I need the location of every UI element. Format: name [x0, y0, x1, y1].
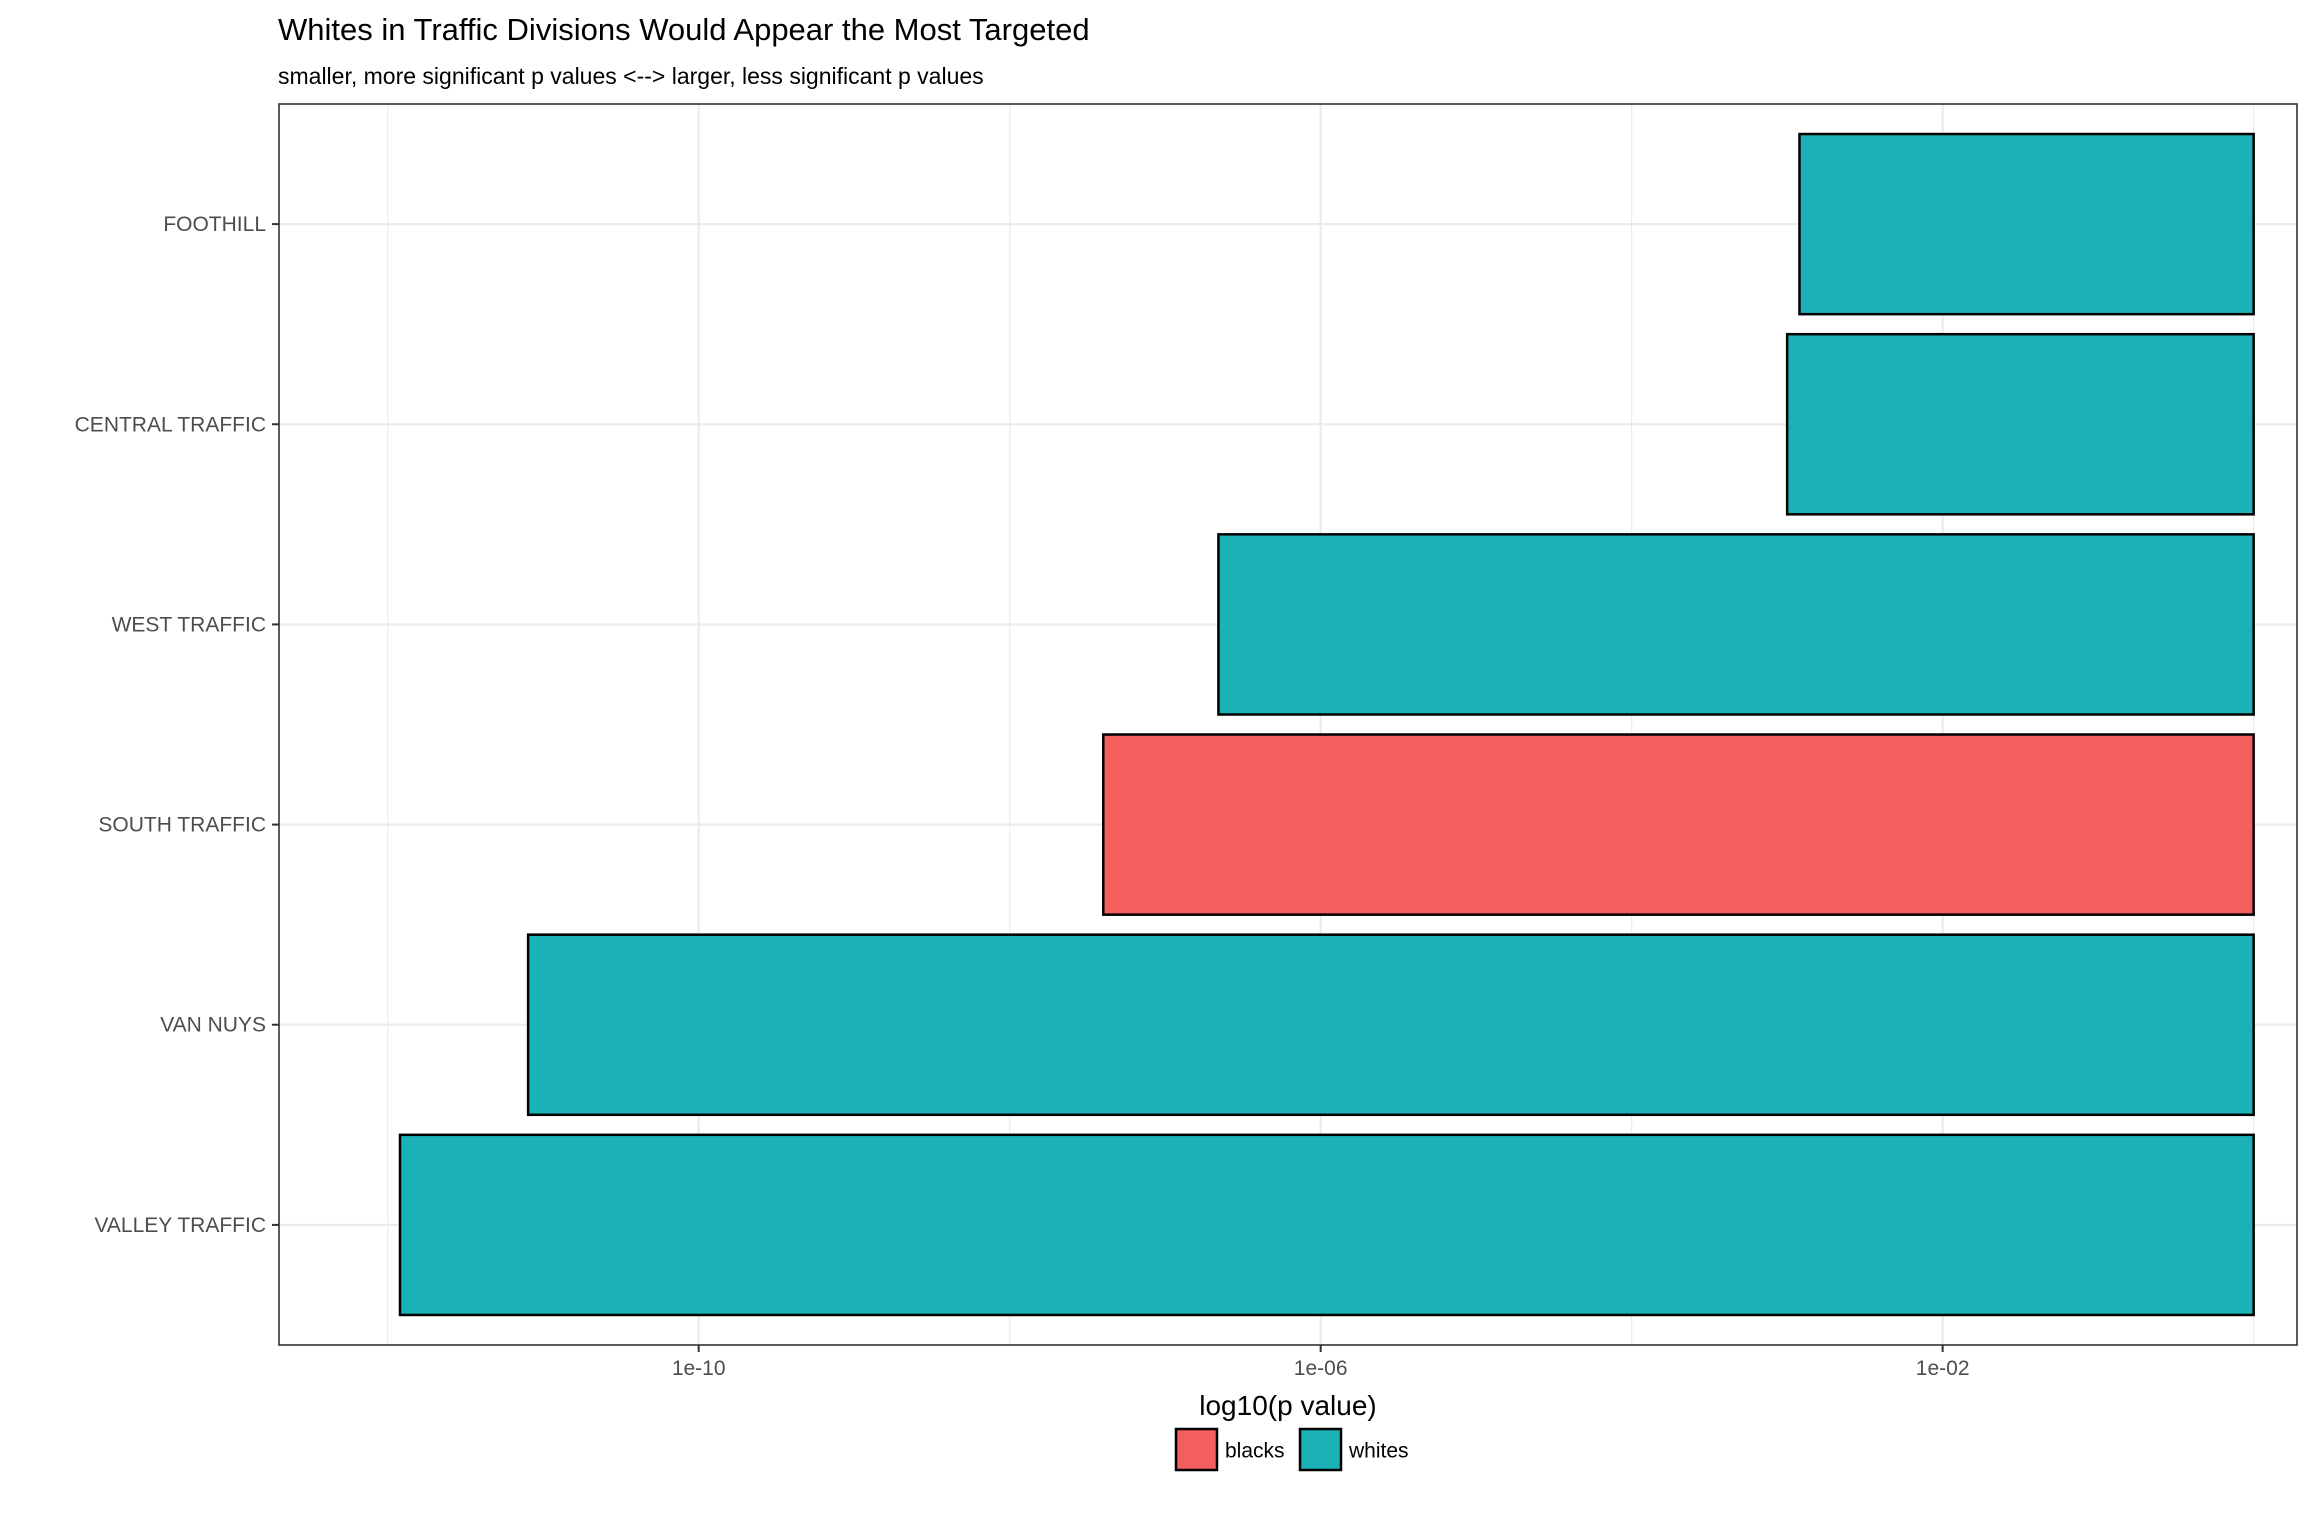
bar-south-traffic — [1102, 733, 2255, 916]
legend-key-blacks — [1174, 1427, 1219, 1472]
x-tick-label: 1e-02 — [1916, 1357, 1970, 1380]
bar-van-nuys — [526, 933, 2255, 1117]
legend: blacks whites — [1174, 1427, 1409, 1472]
y-tick-label: FOOTHILL — [163, 213, 266, 236]
x-tick-label: 1e-06 — [1294, 1357, 1348, 1380]
legend-key-whites — [1298, 1427, 1343, 1472]
legend-label-blacks: blacks — [1225, 1440, 1285, 1463]
bar-central-traffic — [1785, 332, 2255, 516]
chart-title: Whites in Traffic Divisions Would Appear… — [278, 12, 1090, 47]
bars — [398, 132, 2255, 1317]
y-tick-label: SOUTH TRAFFIC — [98, 814, 266, 837]
y-tick-label: CENTRAL TRAFFIC — [75, 413, 266, 436]
bar-west-traffic — [1217, 533, 2255, 716]
panel-border — [278, 103, 2298, 1346]
y-tick-label: WEST TRAFFIC — [112, 613, 266, 636]
x-tick-label: 1e-10 — [672, 1357, 726, 1380]
x-axis: 1e-10 1e-06 1e-02 — [672, 1345, 1970, 1380]
bar-foothill — [1798, 132, 2255, 316]
y-axis: FOOTHILL CENTRAL TRAFFIC WEST TRAFFIC SOUTH… — [75, 213, 279, 1237]
y-tick-label: VALLEY TRAFFIC — [94, 1214, 266, 1237]
bar-valley-traffic — [398, 1133, 2255, 1317]
y-tick-label: VAN NUYS — [160, 1014, 266, 1037]
x-axis-title: log10(p value) — [1199, 1390, 1376, 1421]
chart-subtitle: smaller, more significant p values <--> … — [278, 63, 984, 89]
plot-panel — [278, 103, 2298, 1346]
legend-label-whites: whites — [1348, 1440, 1409, 1463]
